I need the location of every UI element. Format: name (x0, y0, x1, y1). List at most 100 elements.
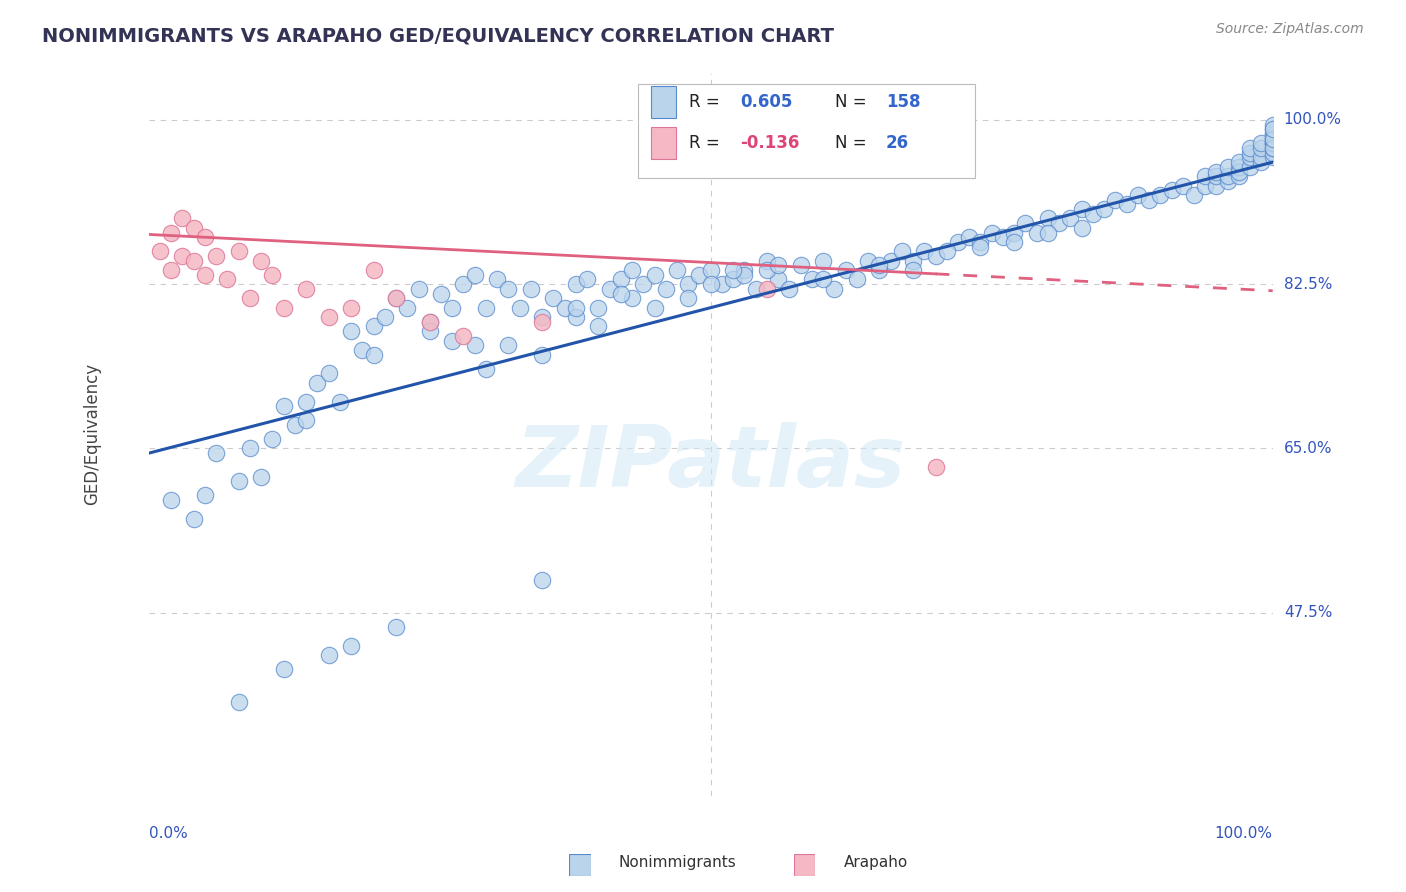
Point (845, 272, 868, 286)
Point (329, 394, 352, 409)
Point (644, 268, 666, 282)
Point (755, 282, 778, 296)
Point (1250, 155, 1272, 169)
Point (408, 282, 430, 296)
Point (396, 301, 419, 315)
Point (811, 253, 834, 268)
Point (419, 315, 441, 329)
Point (385, 291, 408, 305)
Point (318, 367, 340, 381)
Point (284, 417, 307, 432)
Point (228, 244, 250, 259)
Point (1227, 155, 1250, 169)
FancyBboxPatch shape (651, 86, 676, 118)
Point (856, 253, 879, 268)
Point (744, 282, 766, 296)
Point (1092, 202, 1115, 216)
Point (1261, 131, 1284, 145)
Point (318, 310, 340, 324)
Point (486, 272, 509, 286)
Point (946, 235, 969, 249)
Point (699, 263, 721, 277)
Point (1194, 169, 1216, 184)
Point (766, 259, 789, 273)
Point (498, 338, 520, 352)
Text: N =: N = (835, 134, 872, 153)
Text: R =: R = (689, 93, 725, 111)
Point (666, 263, 689, 277)
Point (1250, 141, 1272, 155)
Point (969, 235, 991, 249)
Point (194, 230, 217, 244)
Point (205, 249, 228, 263)
Point (678, 277, 700, 292)
Point (721, 272, 744, 286)
Point (1149, 188, 1171, 202)
Point (509, 301, 531, 315)
Point (1036, 226, 1059, 240)
Point (262, 268, 284, 282)
Point (1261, 145, 1284, 160)
Point (1205, 169, 1227, 184)
Point (194, 268, 217, 282)
Point (1205, 178, 1227, 193)
Point (599, 282, 621, 296)
Point (475, 361, 498, 376)
Point (441, 301, 464, 315)
Point (980, 226, 1002, 240)
Point (295, 413, 318, 427)
Point (733, 263, 755, 277)
Point (1239, 151, 1261, 165)
Point (901, 263, 924, 277)
Point (1261, 127, 1284, 141)
Point (205, 446, 228, 460)
Point (543, 291, 565, 305)
Point (1239, 141, 1261, 155)
Point (1261, 131, 1284, 145)
Point (834, 263, 856, 277)
Point (183, 220, 205, 235)
Point (1070, 220, 1092, 235)
Text: ZIPatlas: ZIPatlas (516, 422, 905, 505)
Point (766, 272, 789, 286)
Point (160, 226, 183, 240)
Point (1194, 178, 1216, 193)
Point (699, 277, 721, 292)
Point (295, 394, 318, 409)
Point (633, 277, 655, 292)
Point (789, 259, 811, 273)
Text: NONIMMIGRANTS VS ARAPAHO GED/EQUIVALENCY CORRELATION CHART: NONIMMIGRANTS VS ARAPAHO GED/EQUIVALENCY… (42, 27, 834, 45)
Point (1227, 169, 1250, 184)
Point (912, 244, 935, 259)
Point (160, 493, 183, 508)
Point (588, 319, 610, 334)
Point (1239, 160, 1261, 174)
Point (453, 328, 475, 343)
Point (183, 253, 205, 268)
Point (250, 469, 273, 483)
Point (1171, 178, 1194, 193)
Point (811, 272, 834, 286)
Point (363, 348, 385, 362)
Point (1261, 118, 1284, 132)
Point (868, 263, 890, 277)
Point (733, 268, 755, 282)
Point (262, 432, 284, 446)
Point (307, 376, 329, 390)
Point (419, 324, 441, 338)
Point (340, 639, 363, 653)
Point (621, 263, 644, 277)
Point (228, 695, 250, 709)
Point (1025, 226, 1047, 240)
FancyBboxPatch shape (638, 84, 974, 178)
Point (1216, 174, 1239, 188)
Point (419, 315, 441, 329)
Point (1239, 145, 1261, 160)
Text: 0.605: 0.605 (740, 93, 793, 111)
Point (149, 244, 172, 259)
Point (250, 253, 273, 268)
Point (1070, 202, 1092, 216)
Point (531, 315, 554, 329)
Text: Nonimmigrants: Nonimmigrants (619, 855, 737, 870)
Point (721, 263, 744, 277)
